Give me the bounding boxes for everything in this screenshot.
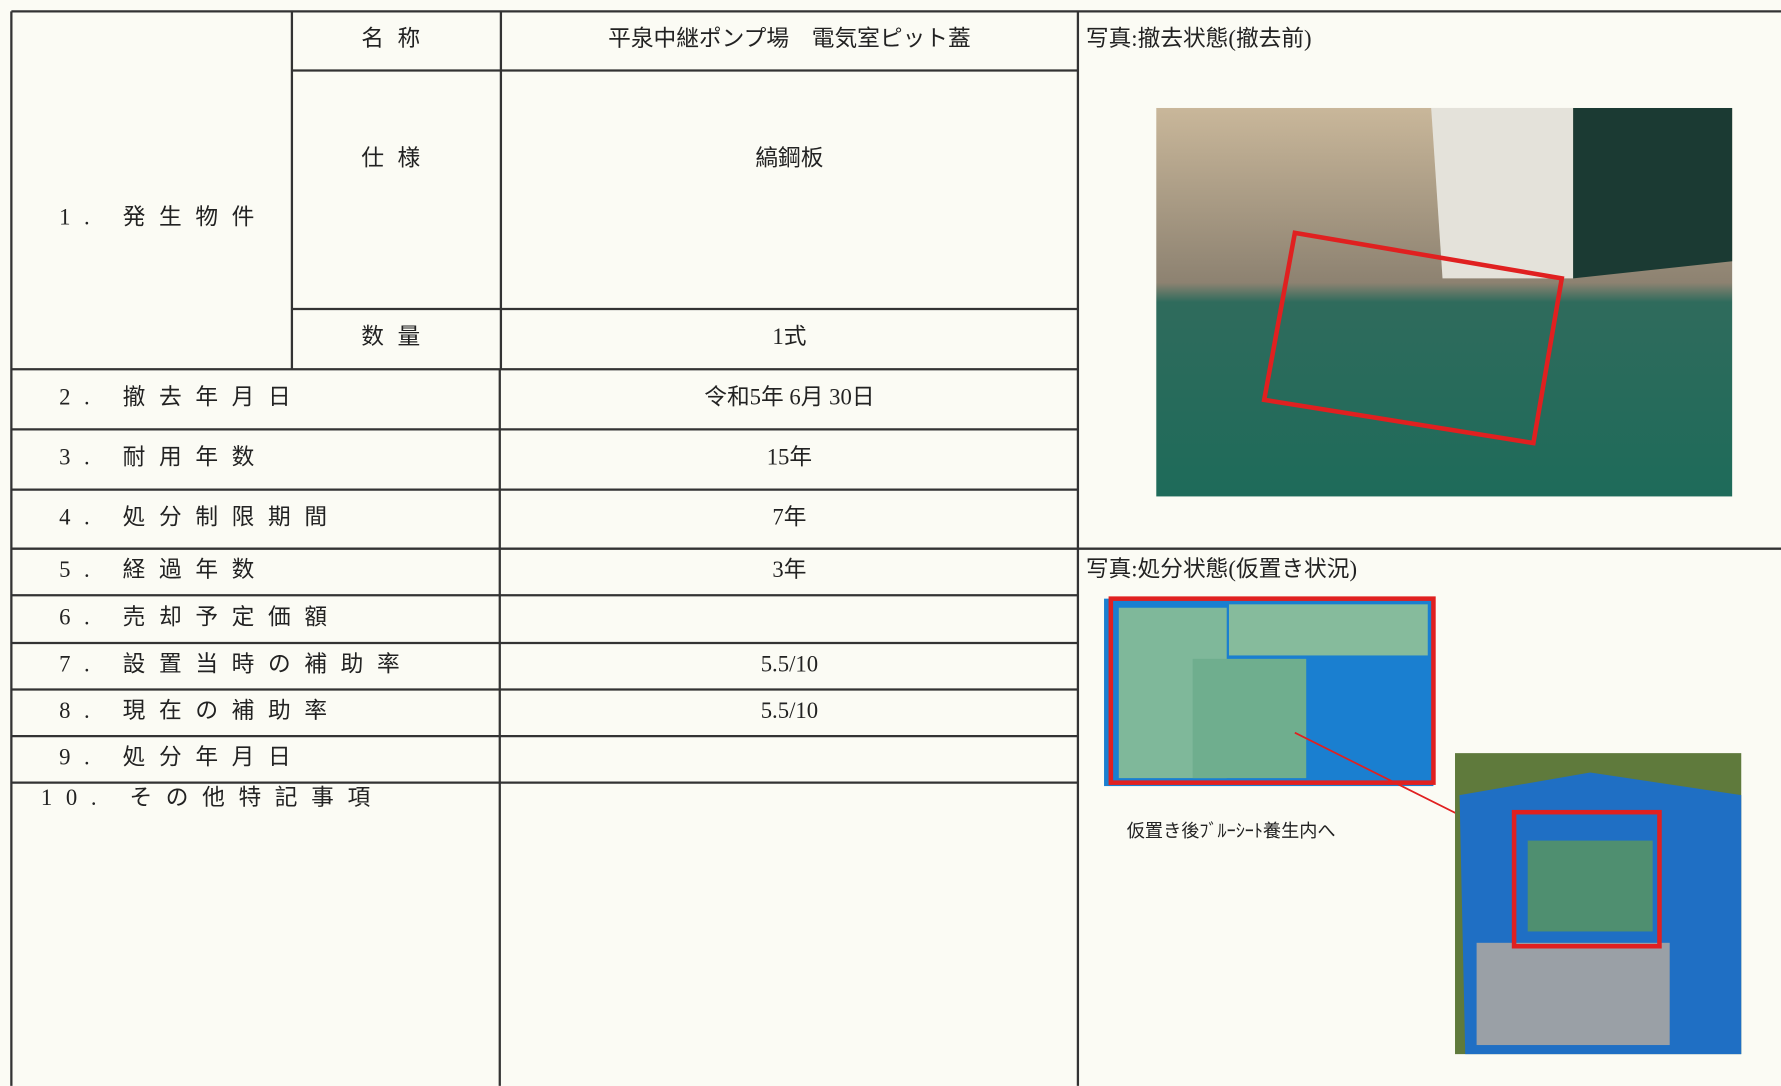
photo-pipes — [1476, 942, 1670, 1046]
field-value: 縞鋼板 — [755, 145, 823, 170]
item-value: 令和5年 6月 30日 — [704, 385, 874, 410]
field-label: 名称 — [361, 26, 434, 51]
item-label: 10. その他特記事項 — [41, 785, 384, 810]
field-label: 数量 — [361, 324, 434, 349]
item-label: 8. 現在の補助率 — [59, 698, 341, 723]
highlight — [1261, 230, 1565, 446]
photo-note: 仮置き後ﾌﾞﾙｰｼｰﾄ養生内へ — [1127, 821, 1336, 841]
field-value: 平泉中継ポンプ場 電気室ピット蓋 — [608, 26, 971, 51]
section-label: 1. 発生物件 — [59, 205, 268, 230]
photo-caption: 写真:撤去状態(撤去前) — [1086, 26, 1312, 51]
item-label: 5. 経過年数 — [59, 557, 268, 582]
item-value: 7年 — [772, 504, 806, 529]
item-label: 6. 売却予定価額 — [59, 604, 341, 629]
photo-wall — [1431, 107, 1574, 279]
item-value: 3年 — [772, 557, 806, 582]
item-value: 15年 — [767, 445, 812, 470]
photo-sheet — [1527, 840, 1653, 932]
photo-door — [1573, 107, 1733, 279]
item-value: 5.5/10 — [761, 698, 818, 723]
photo-disposal — [1104, 596, 1742, 1055]
item-label: 9. 処分年月日 — [59, 745, 304, 770]
highlight — [1108, 596, 1436, 785]
item-value: 5.5/10 — [761, 651, 818, 676]
item-label: 3. 耐用年数 — [59, 445, 268, 470]
photo-sheet — [1192, 658, 1307, 779]
photo-before — [1156, 107, 1733, 497]
field-value: 1式 — [772, 324, 806, 349]
photo-sheet — [1228, 604, 1428, 656]
item-label: 4. 処分制限期間 — [59, 504, 341, 529]
item-label: 7. 設置当時の補助率 — [59, 651, 413, 676]
item-label: 2. 撤去年月日 — [59, 385, 304, 410]
field-label: 仕様 — [361, 145, 434, 170]
photo-caption: 写真:処分状態(仮置き状況) — [1086, 557, 1357, 582]
highlight — [1511, 809, 1662, 949]
